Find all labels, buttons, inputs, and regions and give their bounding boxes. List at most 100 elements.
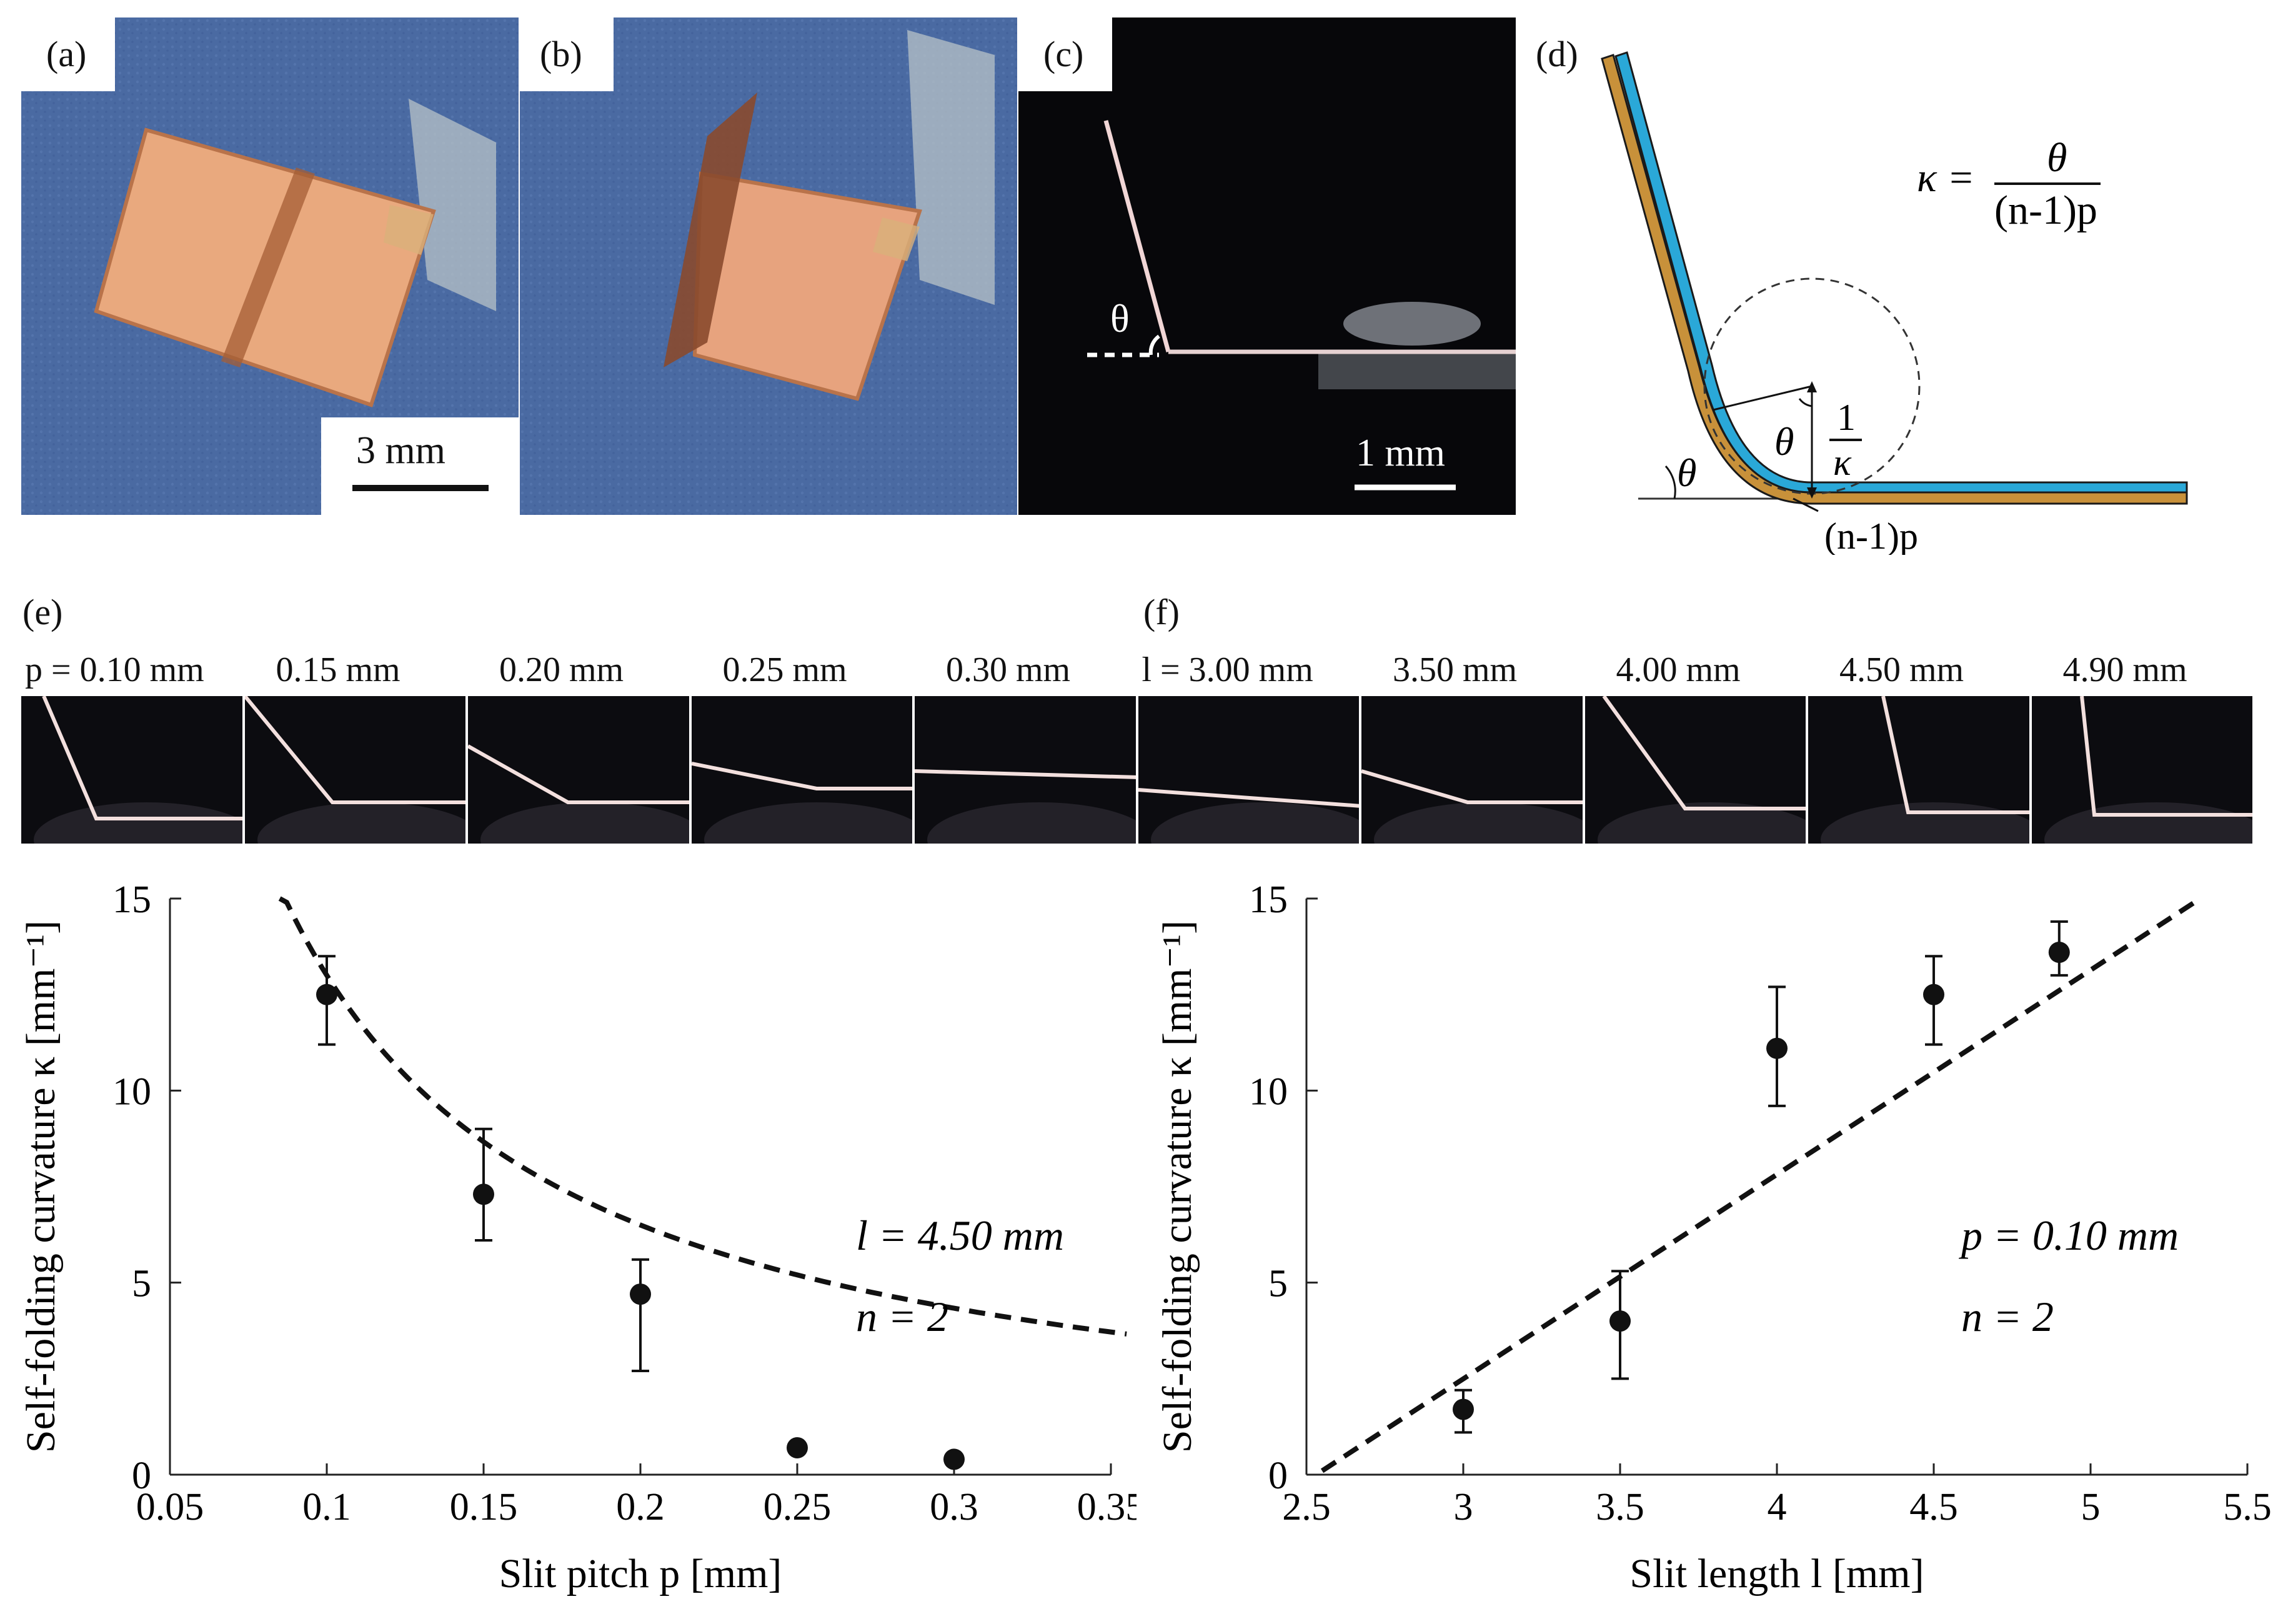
annotation: n = 2	[856, 1293, 948, 1340]
eq-numerator: θ	[2047, 135, 2067, 181]
tape	[409, 99, 496, 311]
annotation: p = 0.10 mm	[1959, 1212, 2179, 1259]
strip-frame-drawing	[915, 769, 1136, 844]
theta-inner: θ	[1774, 419, 1794, 464]
folded-edge	[1602, 696, 1806, 810]
eq-denominator: (n-1)p	[1994, 187, 2097, 233]
y-tick-label: 10	[1249, 1070, 1288, 1113]
y-tick-label: 15	[1249, 879, 1288, 921]
y-axis-label: Self-folding curvature κ [mm⁻¹]	[18, 920, 64, 1453]
strip-label: 3.50 mm	[1393, 650, 1518, 689]
annotation: n = 2	[1961, 1293, 2054, 1340]
data-point	[1766, 1037, 1788, 1059]
x-tick-label: 0.05	[136, 1486, 204, 1528]
strip-frame	[468, 696, 689, 844]
x-axis-label: Slit length l [mm]	[1629, 1551, 1924, 1597]
strip-frame-drawing	[468, 744, 689, 844]
strip-frame-drawing	[1138, 788, 1359, 844]
strip-label: 0.15 mm	[276, 650, 400, 689]
folded-edge	[42, 696, 242, 820]
folded-edge	[2079, 696, 2252, 817]
strip-frame	[1584, 696, 1806, 844]
strip-frame-drawing	[1361, 769, 1583, 844]
folded-edge	[1881, 696, 2029, 814]
panel-label-f: (f)	[1143, 592, 1180, 632]
angle-theta-c: θ	[1110, 296, 1130, 341]
folded-edge	[915, 769, 1136, 779]
y-tick-label: 5	[132, 1263, 151, 1305]
y-tick-label: 10	[112, 1070, 151, 1113]
strip-frame	[2031, 696, 2252, 844]
strip-label: 4.90 mm	[2062, 650, 2187, 689]
arc-length-label: (n-1)p	[1824, 516, 1918, 555]
strip-label: 0.20 mm	[499, 650, 624, 689]
data-point	[1923, 984, 1944, 1005]
folded-edge	[244, 696, 465, 804]
scalebar-a	[352, 485, 489, 491]
data-point	[316, 984, 337, 1005]
annotation: l = 4.50 mm	[856, 1212, 1064, 1259]
copper-folded-flap	[664, 92, 757, 367]
strip-frame-drawing	[244, 696, 465, 844]
x-tick-label: 0.2	[616, 1486, 665, 1528]
strip-frame-drawing	[34, 696, 242, 844]
data-point	[1453, 1398, 1474, 1420]
data-point	[787, 1437, 808, 1458]
folded-sheet-upright	[1103, 120, 1171, 352]
strip-label: 4.00 mm	[1616, 650, 1741, 689]
scalebar-a-box	[321, 417, 519, 515]
x-tick-label: 0.3	[930, 1486, 978, 1528]
folded-edge	[1138, 788, 1359, 808]
photo-a: (a) 3 mm	[21, 17, 519, 515]
folded-edge	[1361, 769, 1583, 804]
slit	[221, 167, 315, 367]
x-tick-label: 3	[1454, 1486, 1473, 1528]
y-tick-label: 15	[112, 879, 151, 921]
photo-b-drawing	[520, 17, 1017, 515]
x-tick-label: 0.35	[1077, 1486, 1136, 1528]
y-tick-label: 0	[1268, 1455, 1288, 1497]
x-tick-label: 4	[1768, 1486, 1787, 1528]
strip-frame	[1361, 696, 1583, 844]
x-tick-label: 3.5	[1596, 1486, 1644, 1528]
strip-label: l = 3.00 mm	[1141, 650, 1313, 689]
x-axis-label: Slit pitch p [mm]	[499, 1551, 782, 1597]
strip-frame	[691, 696, 912, 844]
strip-label: 0.30 mm	[946, 650, 1071, 689]
gold-layer	[1601, 54, 2188, 505]
strip-frame	[915, 696, 1136, 844]
panel-label-a: (a)	[21, 17, 115, 91]
chart-f: 2.5 3 3.5 4 4.5 5 5.5 0 5 10 15 Slit length l [mm] S…	[1155, 879, 2272, 1597]
x-tick-label: 0.15	[450, 1486, 518, 1528]
panel-label-c: (c)	[1018, 17, 1112, 91]
scalebar-c-label: 1 mm	[1356, 432, 1445, 474]
x-tick-label: 0.1	[302, 1486, 351, 1528]
data-point	[473, 1183, 494, 1205]
y-tick-label: 0	[132, 1455, 151, 1497]
model-curve	[1320, 896, 2202, 1473]
panel-label-d: (d)	[1536, 34, 1578, 74]
data-point	[630, 1283, 651, 1305]
photo-b: (b)	[520, 17, 1017, 515]
x-tick-label: 2.5	[1282, 1486, 1331, 1528]
x-tick-label: 0.25	[763, 1486, 832, 1528]
photo-c: θ 1 mm (c)	[1018, 17, 1516, 515]
x-tick-label: 5	[2081, 1486, 2101, 1528]
y-tick-label: 5	[1268, 1263, 1288, 1305]
eq-kappa: κ =	[1917, 155, 1975, 201]
photo-c-drawing	[1018, 17, 1516, 515]
strip-frame-drawing	[1821, 696, 2029, 844]
theta-outer: θ	[1677, 451, 1696, 495]
strip-frame-drawing	[691, 762, 912, 844]
data-point	[943, 1448, 965, 1470]
strip-label: p = 0.10 mm	[25, 650, 204, 689]
strip-frame-drawing	[1597, 696, 1806, 844]
folded-edge	[691, 762, 912, 790]
x-tick-label: 5.5	[2223, 1486, 2272, 1528]
data-point	[2048, 942, 2070, 964]
schematic-d: κ = θ (n-1)p θ 1 κ θ (n-1)p	[1601, 51, 2188, 555]
cyan-layer	[1614, 51, 2188, 494]
strip-frame	[21, 696, 242, 844]
panel-label-b: (b)	[520, 17, 614, 91]
strip-frame	[244, 696, 465, 844]
